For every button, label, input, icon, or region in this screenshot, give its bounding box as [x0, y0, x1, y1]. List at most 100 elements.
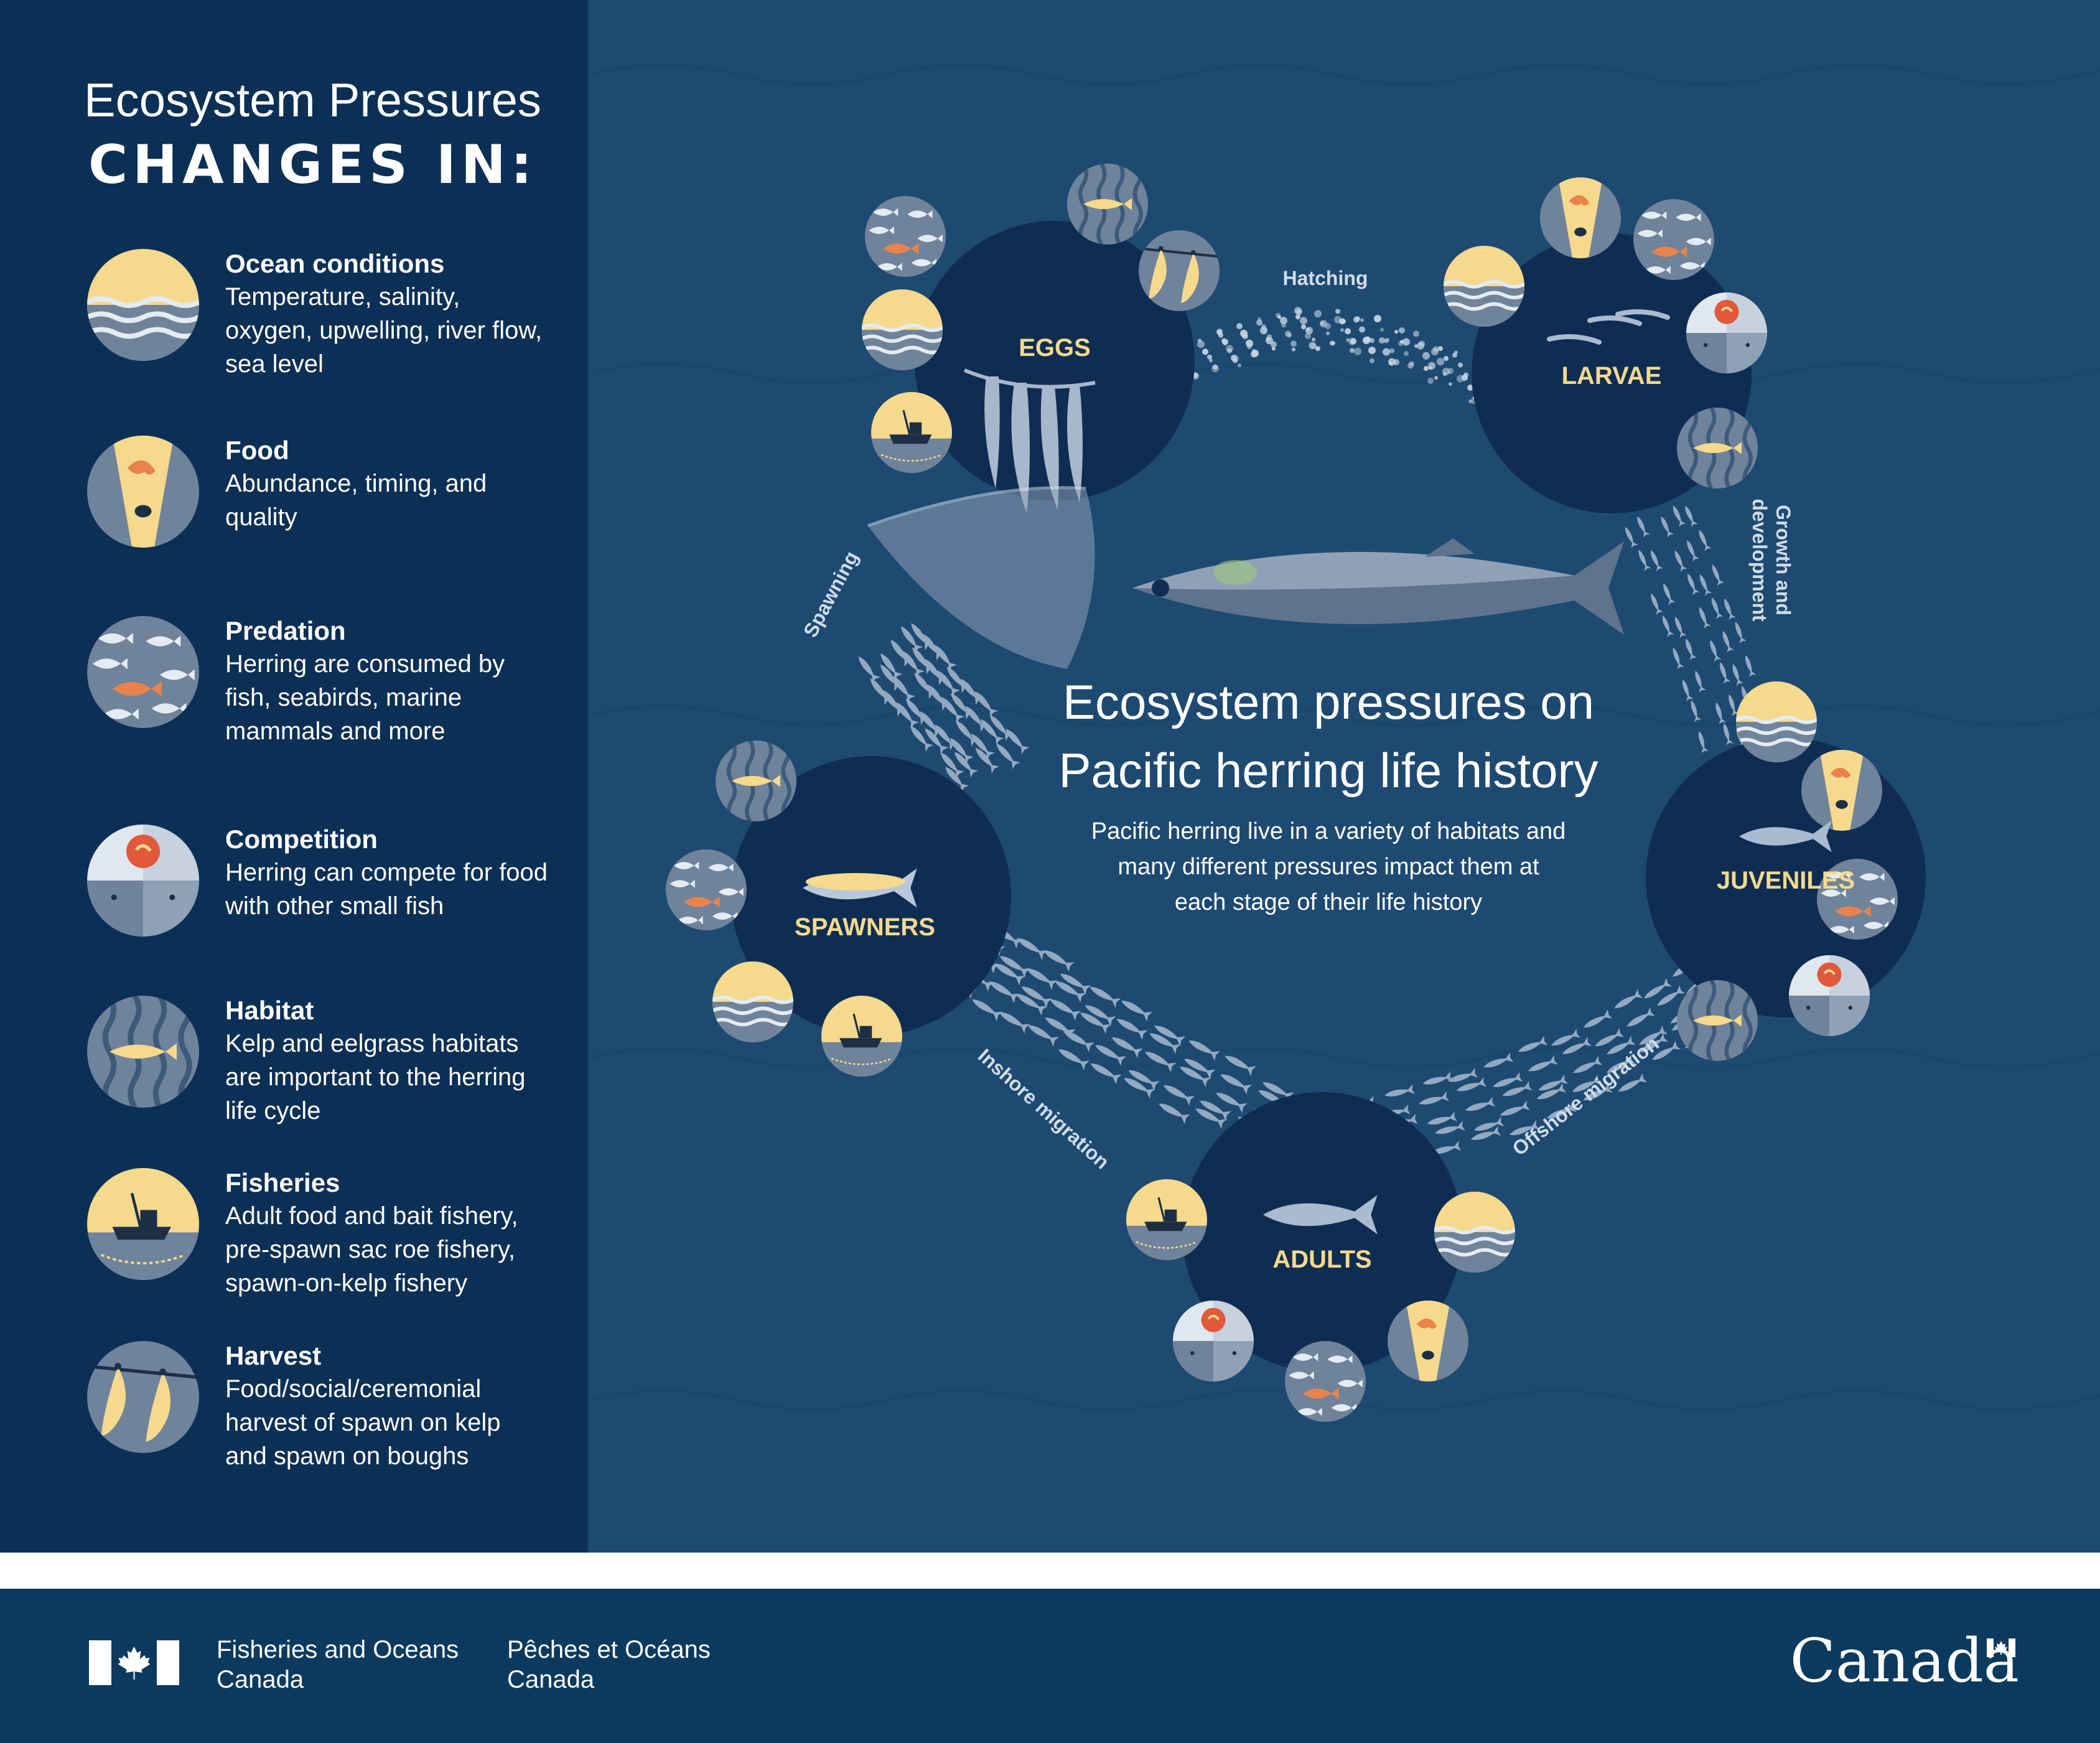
egg-dot	[1444, 356, 1449, 362]
egg-dot	[1280, 317, 1287, 325]
dept-fr-line1: Pêches et Océans	[507, 1636, 711, 1663]
egg-dot	[1398, 341, 1403, 347]
egg-dot	[1203, 348, 1207, 353]
egg-dot	[1434, 376, 1438, 380]
egg-dot	[1198, 339, 1202, 343]
egg-dot	[1370, 338, 1374, 343]
egg-dot	[1384, 338, 1389, 343]
school-fish	[1612, 989, 1643, 1013]
egg-dot	[1424, 366, 1429, 371]
legend-item-desc: Herring can compete for food with other …	[225, 859, 548, 920]
egg-dot	[1266, 337, 1270, 341]
spawner-roe	[806, 873, 905, 890]
transition-label-hatching: Hatching	[1283, 267, 1368, 289]
school-fish	[1014, 933, 1048, 960]
competition-icon	[1173, 1301, 1254, 1381]
school-fish	[1687, 699, 1702, 722]
egg-dot	[1345, 328, 1351, 335]
predation-icon	[87, 616, 199, 728]
egg-dot	[1379, 337, 1385, 343]
dept-name-french: Pêches et Océans Canada	[507, 1635, 711, 1694]
school-fish	[1696, 605, 1711, 629]
egg-dot	[1221, 338, 1226, 343]
predation-icon	[666, 849, 747, 930]
dept-en-line1: Fisheries and Oceans	[217, 1636, 459, 1663]
legend-item-name: Habitat	[225, 996, 314, 1025]
egg-dot	[1467, 385, 1473, 391]
school-fish	[1516, 1035, 1548, 1057]
school-fish	[1712, 701, 1727, 725]
egg-dot	[1429, 366, 1432, 370]
egg-dot	[1389, 348, 1394, 353]
egg-dot	[1354, 347, 1361, 355]
transition-label-spawning: Spawning	[799, 548, 863, 641]
egg-dot	[1213, 364, 1218, 370]
school-fish	[1218, 1069, 1252, 1095]
fisheries-icon	[87, 1168, 199, 1280]
school-fish	[1156, 1098, 1190, 1124]
stage-label-juveniles: JUVENILES	[1717, 867, 1855, 894]
school-fish	[1659, 582, 1676, 605]
egg-dot	[1238, 363, 1241, 368]
egg-dot	[1320, 321, 1324, 325]
larvae-illustration	[1547, 309, 1670, 345]
stage-label-larvae: LARVAE	[1562, 362, 1662, 390]
egg-dot	[1380, 327, 1384, 332]
egg-dot	[1353, 316, 1360, 323]
egg-dot	[1404, 351, 1409, 357]
food-icon	[1801, 750, 1882, 831]
egg-dot	[1261, 324, 1266, 329]
egg-dot	[1363, 337, 1370, 344]
kelp-with-eggs	[963, 368, 1096, 513]
school-fish	[1706, 638, 1722, 662]
legend-item-name: Food	[225, 436, 289, 465]
school-fish	[1463, 1096, 1496, 1116]
ocean-conditions-icon	[87, 249, 199, 361]
egg-dot	[1290, 340, 1297, 347]
legend-item-name: Ocean conditions	[225, 249, 445, 278]
school-fish	[1671, 615, 1687, 638]
egg-dot	[1330, 340, 1335, 346]
growth-line1: Growth and	[1772, 505, 1794, 615]
school-fish	[1708, 596, 1724, 619]
school-fish	[1696, 572, 1712, 596]
center-title-line1: Ecosystem pressures on	[1063, 675, 1594, 729]
egg-dot	[1359, 326, 1365, 333]
school-fish	[1383, 1084, 1415, 1101]
egg-dot	[1452, 352, 1457, 358]
competition-icon	[87, 825, 199, 937]
egg-dot	[1285, 330, 1291, 337]
egg-dot	[1305, 333, 1311, 339]
school-fish	[1684, 572, 1700, 596]
spawning-net	[867, 486, 1095, 669]
legend-item-name: Harvest	[225, 1341, 322, 1370]
egg-dot	[1209, 358, 1213, 363]
stage-label-adults: ADULTS	[1272, 1246, 1371, 1273]
school-fish	[1669, 646, 1684, 670]
canada-wordmark: Canada	[1790, 1626, 2019, 1696]
pacific-herring-illustration	[1132, 538, 1624, 635]
harvest-icon	[1139, 230, 1220, 311]
egg-dot	[1272, 347, 1276, 351]
dept-name-english: Fisheries and Oceans Canada	[217, 1635, 459, 1694]
egg-dot	[1240, 329, 1248, 337]
eggs-stage-circle	[915, 221, 1195, 501]
center-desc-line2: many different pressures impact them at	[1118, 854, 1539, 880]
egg-dot	[1312, 337, 1315, 342]
legend-item-desc: Kelp and eelgrass habitats are important…	[225, 1030, 526, 1124]
egg-dot	[1431, 348, 1439, 356]
school-fish	[854, 653, 881, 684]
egg-dot	[1413, 330, 1419, 337]
food-icon	[1540, 177, 1621, 258]
egg-dot	[1314, 310, 1322, 318]
school-fish	[1040, 945, 1075, 972]
egg-dot	[1340, 328, 1344, 332]
school-fish	[1526, 1055, 1558, 1076]
school-fish	[1635, 548, 1651, 571]
school-fish	[1648, 592, 1663, 615]
egg-dot	[1368, 347, 1376, 354]
egg-dot	[1427, 378, 1434, 384]
life-cycle-diagram: EGGS LARVAE JUVENILES ADULTS SPAWNERS Ha…	[588, 0, 2100, 1553]
school-fish	[1671, 549, 1687, 572]
legend-item-name: Competition	[225, 825, 378, 854]
